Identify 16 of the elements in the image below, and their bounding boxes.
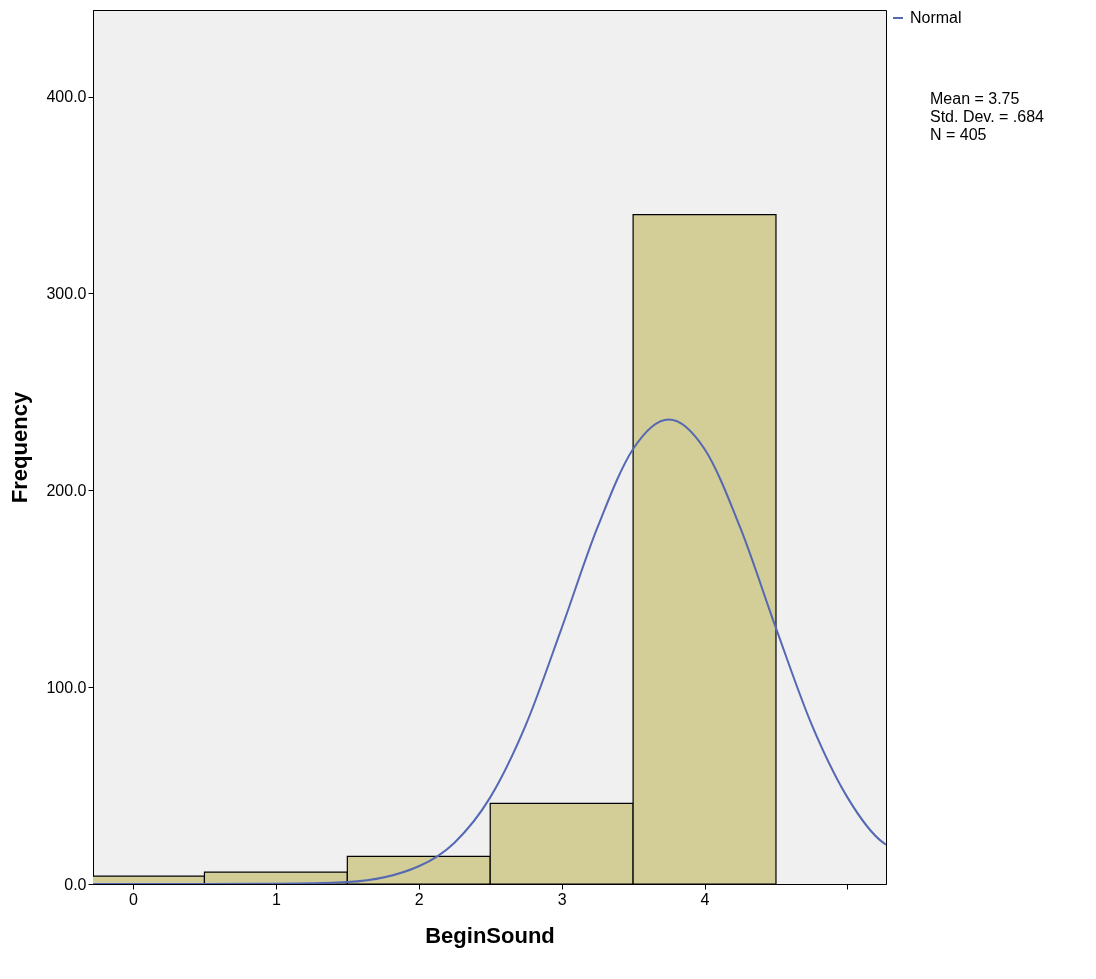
text: Std. Dev. = .684 bbox=[930, 108, 1044, 126]
x-tick-label: 0 bbox=[129, 890, 139, 908]
legend-label: Normal bbox=[910, 9, 962, 26]
y-tick-label: 300.0 bbox=[46, 284, 87, 302]
y-tick-label: 200.0 bbox=[46, 481, 87, 499]
x-tick-label: 1 bbox=[271, 890, 281, 908]
y-axis-title: Frequency bbox=[7, 391, 33, 504]
x-tick-label: 4 bbox=[700, 890, 710, 908]
x-tick-label: 2 bbox=[414, 890, 424, 908]
y-tick-label: 100.0 bbox=[46, 678, 87, 696]
x-tick-label: 3 bbox=[557, 890, 567, 908]
y-tick-label: 0.0 bbox=[64, 875, 87, 893]
x-axis-title: BeginSound bbox=[425, 922, 555, 948]
text: N = 405 bbox=[930, 126, 988, 144]
y-tick-label: 400.0 bbox=[46, 88, 87, 106]
text: Mean = 3.75 bbox=[930, 90, 1021, 108]
